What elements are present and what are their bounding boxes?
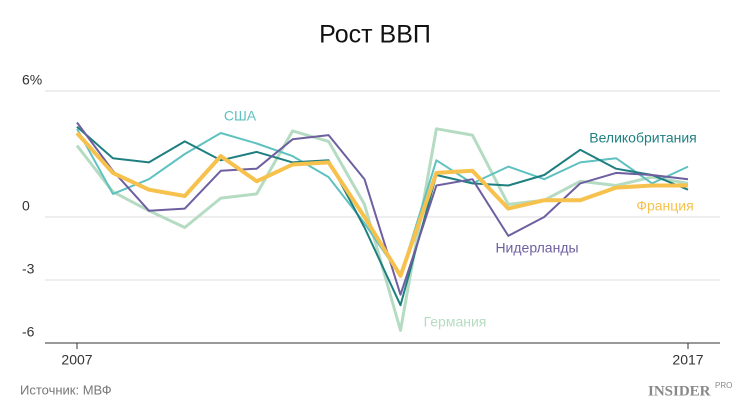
brand: INSIDER: [648, 383, 711, 399]
series-label: США: [224, 108, 257, 124]
source: Источник: МВФ: [20, 382, 112, 397]
chart-title: Рост ВВП: [319, 21, 431, 49]
y-tick-label: -6: [22, 324, 35, 340]
series-label: Франция: [636, 198, 693, 214]
y-tick-label: 0: [22, 198, 30, 214]
series-label: Нидерланды: [495, 240, 578, 256]
series-label: Великобритания: [589, 130, 697, 146]
brand-suffix: PRO: [715, 381, 732, 390]
y-tick-label: -3: [22, 261, 35, 277]
series-line: [75, 131, 688, 278]
series-line: [76, 121, 689, 296]
series-label: Германия: [424, 314, 487, 330]
y-tick-label: 6%: [22, 72, 42, 88]
series-line: [76, 125, 689, 307]
x-tick-label: 2017: [672, 352, 703, 368]
x-tick-label: 2007: [61, 352, 92, 368]
